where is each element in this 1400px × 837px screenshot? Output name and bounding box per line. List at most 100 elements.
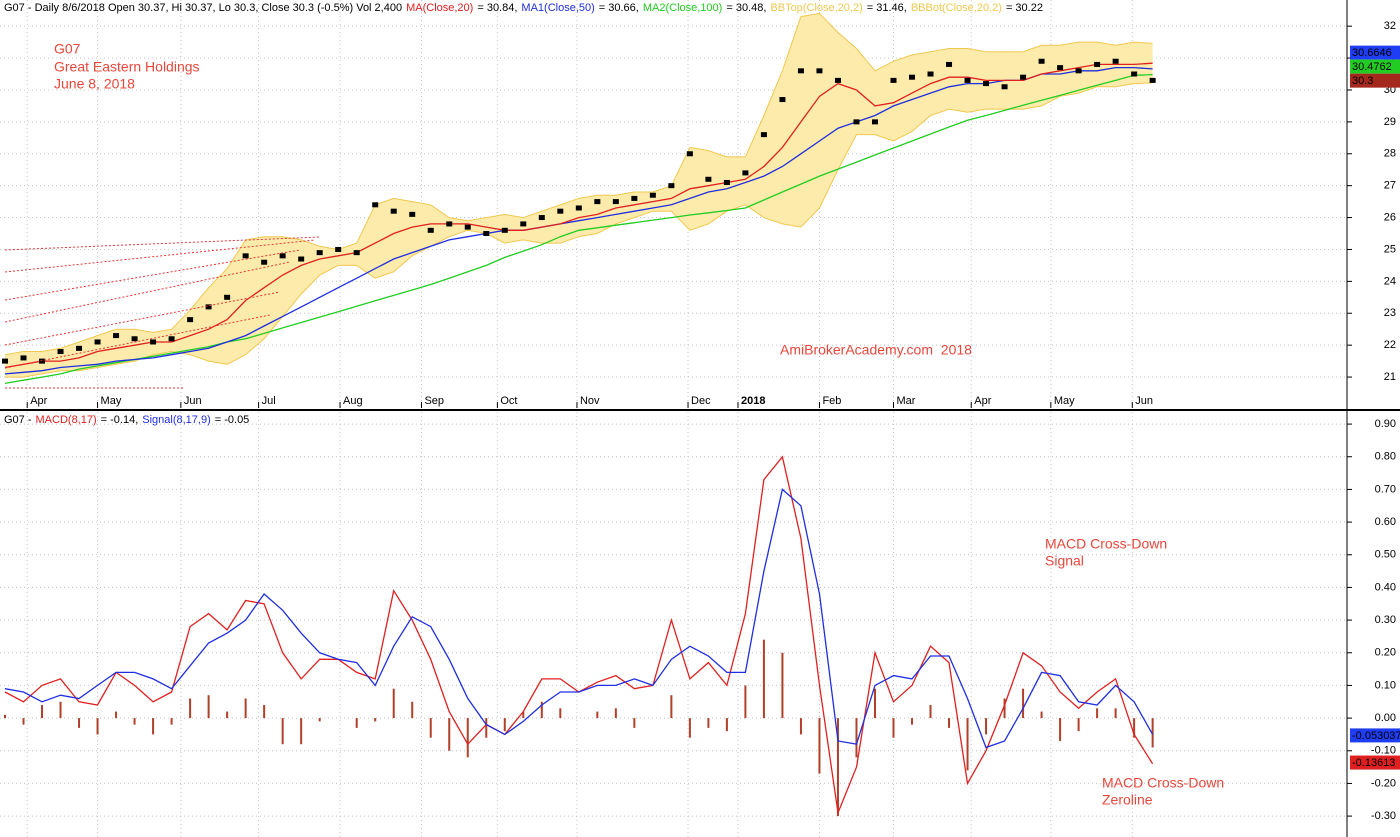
last-value-tag bbox=[1350, 73, 1400, 88]
histogram-bar bbox=[1003, 698, 1006, 719]
legend-entry: MACD(8,17) bbox=[36, 414, 97, 426]
x-tick-label: Nov bbox=[580, 395, 600, 407]
candle bbox=[983, 81, 990, 87]
trendline-fan bbox=[4, 236, 321, 389]
candle bbox=[353, 250, 360, 256]
histogram-bar bbox=[41, 705, 44, 719]
x-tick-label: Apr bbox=[974, 395, 991, 407]
y-tick-label: 26 bbox=[1384, 211, 1396, 223]
legend-readout: = 30.48, bbox=[726, 2, 766, 14]
trendline bbox=[4, 236, 321, 251]
histogram-bar bbox=[244, 698, 247, 719]
annotation: G07 bbox=[54, 41, 81, 57]
candle bbox=[150, 339, 157, 345]
histogram-bar bbox=[1133, 718, 1136, 738]
histogram-bar bbox=[281, 718, 284, 745]
y-tick-label: 0.90 bbox=[1375, 418, 1396, 430]
legend-entry: Signal(8,17,9) bbox=[142, 414, 211, 426]
candle bbox=[279, 253, 286, 259]
candle bbox=[742, 170, 749, 176]
legend-readout: = -0.05 bbox=[215, 414, 250, 426]
candle bbox=[409, 211, 416, 217]
candle bbox=[1094, 61, 1101, 67]
y-tick-label: 0.00 bbox=[1375, 712, 1396, 724]
y-tick-label: 27 bbox=[1384, 180, 1396, 192]
histogram-bar bbox=[59, 701, 62, 719]
candle bbox=[113, 333, 120, 339]
histogram-bar bbox=[485, 718, 488, 738]
candle bbox=[427, 227, 434, 233]
histogram-bar bbox=[836, 718, 839, 817]
histogram-bar bbox=[503, 718, 506, 732]
histogram-bar bbox=[189, 698, 192, 719]
bollinger-band bbox=[5, 13, 1153, 378]
candle bbox=[946, 61, 953, 67]
histogram-bar bbox=[781, 652, 784, 719]
trendline bbox=[4, 249, 301, 301]
candle bbox=[224, 294, 231, 300]
histogram-bar bbox=[411, 701, 414, 719]
histogram-bar bbox=[1077, 718, 1080, 732]
annotation: MACD Cross-Down bbox=[1102, 775, 1224, 791]
candle bbox=[927, 71, 934, 77]
candle bbox=[316, 250, 323, 256]
candle bbox=[705, 176, 712, 182]
histogram-bar bbox=[725, 718, 728, 732]
candle bbox=[94, 339, 101, 345]
candle bbox=[242, 253, 249, 259]
last-value-tag bbox=[1350, 755, 1400, 770]
last-value-label: 30.6646 bbox=[1352, 47, 1392, 59]
y-tick-label: 0.50 bbox=[1375, 549, 1396, 561]
candle bbox=[723, 179, 730, 185]
y-tick-label: 0.40 bbox=[1375, 581, 1396, 593]
candle bbox=[575, 205, 582, 211]
legend-readout: = 30.84, bbox=[477, 2, 517, 14]
trendline bbox=[4, 314, 271, 369]
candle bbox=[853, 119, 860, 125]
candle bbox=[1131, 71, 1138, 77]
candle bbox=[372, 202, 379, 208]
histogram-bar bbox=[762, 639, 765, 719]
candle bbox=[834, 77, 841, 83]
legend-readout: = 31.46, bbox=[867, 2, 907, 14]
candle bbox=[538, 215, 545, 221]
histogram-bar bbox=[448, 718, 451, 751]
legend-readout: = 30.22 bbox=[1006, 2, 1043, 14]
candle bbox=[871, 119, 878, 125]
candle bbox=[909, 74, 916, 80]
annotation: Great Eastern Holdings bbox=[54, 59, 200, 75]
candle bbox=[594, 199, 601, 205]
histogram-bar bbox=[392, 688, 395, 719]
candle bbox=[1075, 68, 1082, 74]
histogram-bar bbox=[1096, 708, 1099, 719]
candle bbox=[612, 199, 619, 205]
histogram-bar bbox=[22, 718, 25, 725]
histogram-bar bbox=[1022, 688, 1025, 719]
histogram-bar bbox=[152, 718, 155, 735]
info-line: G07 - Daily 8/6/2018 Open 30.37, Hi 30.3… bbox=[4, 2, 1043, 14]
indicator-line bbox=[5, 82, 1153, 378]
legend-entry: MA2(Close,100) bbox=[643, 2, 722, 14]
histogram-bar bbox=[707, 718, 710, 728]
candle bbox=[1001, 84, 1008, 90]
candle bbox=[261, 259, 268, 265]
y-tick-label: 0.70 bbox=[1375, 483, 1396, 495]
histogram-bar bbox=[614, 708, 617, 719]
indicator-line bbox=[4, 66, 1153, 375]
histogram-bar bbox=[263, 705, 266, 719]
histogram-bar bbox=[985, 718, 988, 735]
y-tick-label: 0.20 bbox=[1375, 647, 1396, 659]
candle bbox=[1149, 77, 1156, 83]
candle bbox=[483, 231, 490, 237]
legend-entry: MA1(Close,50) bbox=[521, 2, 594, 14]
y-tick-label: 29 bbox=[1384, 116, 1396, 128]
histogram-bar bbox=[115, 711, 118, 719]
candle bbox=[1112, 58, 1119, 64]
histogram-bar bbox=[429, 718, 432, 738]
candle bbox=[464, 224, 471, 230]
y-tick-label: 25 bbox=[1384, 243, 1396, 255]
y-tick-label: 23 bbox=[1384, 307, 1396, 319]
histogram-bar bbox=[1151, 718, 1154, 748]
histogram-bar bbox=[1059, 718, 1062, 741]
candle bbox=[298, 256, 305, 262]
